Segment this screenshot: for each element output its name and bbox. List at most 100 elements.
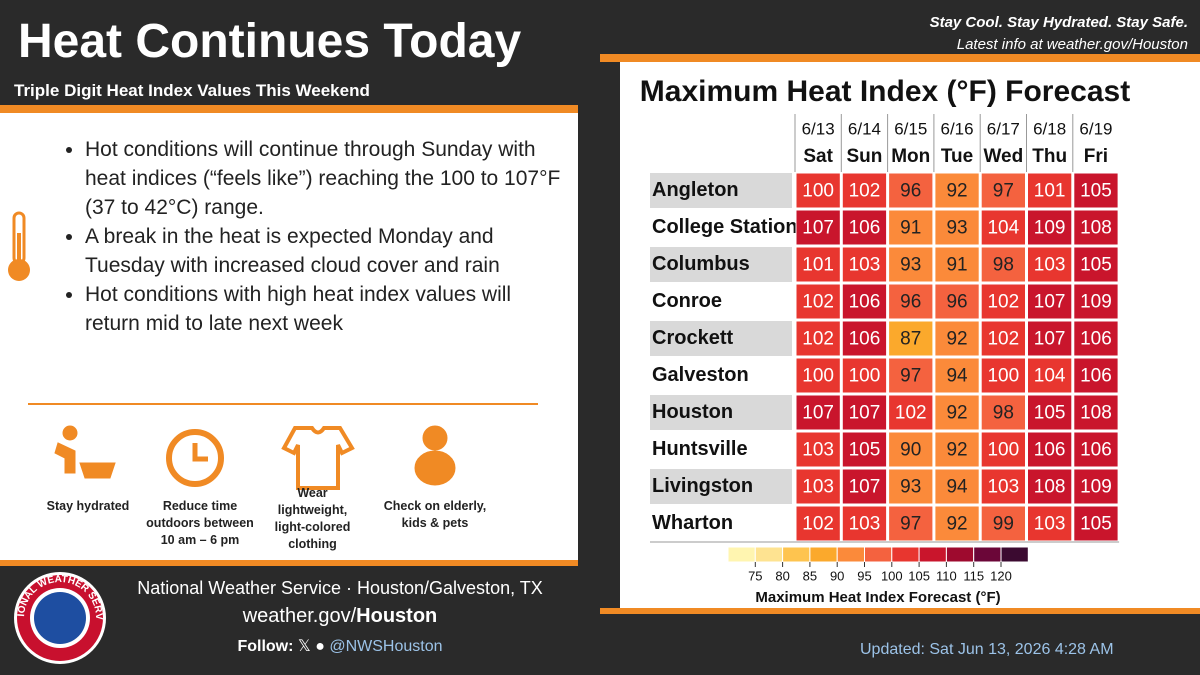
day-label: Sun [847,146,883,167]
heat-value: 103 [802,477,834,498]
heat-value: 97 [993,181,1014,202]
updated: Updated: Sat Jun 13, 2026 4:28 AM [860,641,1114,658]
heat-cell [795,505,841,542]
heat-cell [841,172,888,209]
heat-cell [1073,209,1119,246]
heat-cell [980,283,1027,320]
web-bold: Houston [356,605,438,627]
city-cell [650,432,792,467]
city-label: Houston [652,401,733,423]
date-label: 6/15 [894,119,927,138]
heat-value: 96 [946,292,967,313]
legend-tick-label: 80 [775,568,789,583]
heat-value: 107 [849,403,881,424]
bullet: Hot conditions with high heat index valu… [85,280,565,338]
city-label: Wharton [652,512,733,534]
heat-cell [888,172,934,209]
bullet: Hot conditions will continue through Sun… [85,135,565,222]
heat-cell [888,320,934,357]
legend-tick-label: 95 [857,568,871,583]
heat-cell [795,320,841,357]
city-cell [650,395,792,430]
thermometer-icon [8,211,30,281]
tip: Stay hydrated [46,499,130,513]
date-label: 6/19 [1079,119,1112,138]
legend-title: Maximum Heat Index Forecast (°F) [755,589,1000,606]
heat-value: 103 [849,514,881,535]
legend-swatch [918,546,947,563]
heat-value: 93 [900,477,921,498]
heat-cell [888,431,934,468]
city-label: Conroe [652,290,722,312]
heat-cell [795,357,841,394]
heat-cell [888,357,934,394]
legend-tick-label: 75 [748,568,762,583]
heat-cell [980,246,1027,283]
tip: Wear lightweight, light-colored clothing [274,486,351,551]
heat-cell [980,320,1027,357]
legend-tick-label: 90 [830,568,844,583]
handle[interactable]: @NWSHouston [329,638,443,655]
heat-value: 101 [802,255,834,276]
city-label: College Station [652,216,798,238]
city-cell [650,469,792,504]
heat-value: 97 [900,514,921,535]
date-label: 6/13 [802,119,835,138]
heat-value: 105 [1080,255,1112,276]
heat-cell [1073,320,1119,357]
heat-cell [980,357,1027,394]
legend-tick-label: 120 [990,568,1012,583]
heat-cell [934,357,980,394]
heat-value: 103 [849,255,881,276]
day-label: Sat [803,146,833,167]
heat-cell [980,209,1027,246]
legend-tick-label: 85 [803,568,817,583]
day-label: Tue [941,146,973,167]
legend-tick-label: 105 [908,568,930,583]
heat-value: 106 [1034,440,1066,461]
heat-value: 90 [900,440,921,461]
heat-value: 87 [900,329,921,350]
heat-value: 94 [946,477,968,498]
heat-cell [888,394,934,431]
day-label: Wed [983,146,1023,167]
heat-cell [934,468,980,505]
legend-swatch [945,546,975,563]
divider [0,560,578,566]
heat-cell [888,283,934,320]
heat-value: 100 [802,181,834,202]
legend-swatch [727,546,756,563]
heat-cell [980,394,1027,431]
heat-cell [888,209,934,246]
heat-cell [841,357,888,394]
title: Heat Continues Today [18,15,522,68]
nws-logo: NATIONAL WEATHER SERVICE [12,570,106,664]
heat-cell [841,505,888,542]
city-label: Crockett [652,327,733,349]
heat-value: 102 [802,514,834,535]
heat-value: 102 [802,292,834,313]
heat-cell [841,209,888,246]
heat-cell [841,320,888,357]
city-label: Livingston [652,475,753,497]
heat-value: 96 [900,181,921,202]
city-cell [650,284,792,319]
heat-cell [795,246,841,283]
heat-cell [1027,172,1073,209]
heat-cell [1073,505,1119,542]
city-label: Huntsville [652,438,748,460]
heat-cell [795,283,841,320]
heat-value: 106 [849,218,881,239]
heat-cell [1027,431,1073,468]
legend-tick-label: 115 [963,568,984,583]
legend-tick-label: 100 [881,568,903,583]
tagline-text: Stay Cool. Stay Hydrated. Stay Safe. [929,14,1188,31]
heat-value: 102 [987,292,1019,313]
heat-cell [841,431,888,468]
heat-value: 102 [895,403,927,424]
heat-value: 105 [849,440,881,461]
heat-cell [841,394,888,431]
heat-value: 106 [1080,366,1112,387]
office: National Weather Service · Houston/Galve… [137,578,543,598]
